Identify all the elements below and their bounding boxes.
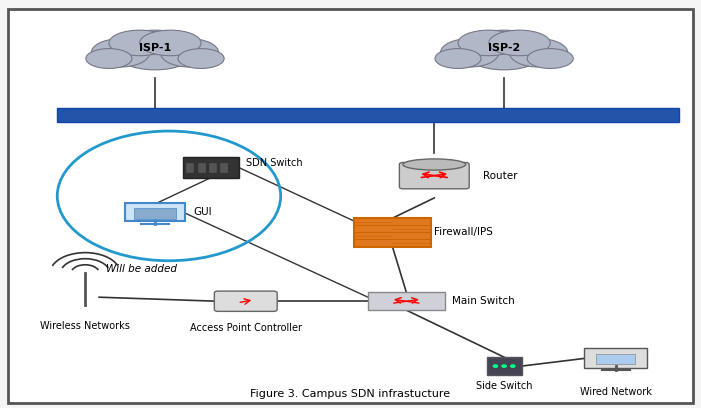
Ellipse shape [86, 49, 132, 69]
Text: Access Point Controller: Access Point Controller [190, 323, 301, 333]
FancyBboxPatch shape [134, 208, 176, 219]
Text: Main Switch: Main Switch [451, 296, 515, 306]
FancyBboxPatch shape [585, 348, 647, 368]
FancyBboxPatch shape [198, 164, 205, 172]
FancyBboxPatch shape [215, 291, 277, 311]
Text: Will be added: Will be added [106, 264, 177, 274]
Ellipse shape [403, 159, 465, 170]
Ellipse shape [178, 49, 224, 69]
Text: SDN Switch: SDN Switch [246, 158, 302, 169]
FancyBboxPatch shape [597, 354, 635, 364]
Ellipse shape [458, 30, 519, 55]
FancyBboxPatch shape [220, 164, 227, 172]
Text: Firewall/IPS: Firewall/IPS [435, 227, 494, 237]
Circle shape [502, 365, 506, 367]
Ellipse shape [462, 30, 546, 70]
FancyBboxPatch shape [125, 203, 185, 222]
FancyBboxPatch shape [186, 164, 193, 172]
Text: ISP-2: ISP-2 [488, 43, 520, 53]
Text: Wireless Networks: Wireless Networks [40, 321, 130, 330]
Ellipse shape [510, 39, 568, 67]
Polygon shape [368, 293, 444, 310]
Text: GUI: GUI [193, 207, 212, 217]
Ellipse shape [109, 30, 170, 55]
FancyBboxPatch shape [183, 157, 239, 177]
Text: Wired Network: Wired Network [580, 388, 652, 397]
Ellipse shape [161, 39, 219, 67]
FancyBboxPatch shape [486, 357, 522, 375]
FancyBboxPatch shape [57, 108, 679, 122]
FancyBboxPatch shape [209, 164, 216, 172]
Text: Figure 3. Campus SDN infrastucture: Figure 3. Campus SDN infrastucture [250, 388, 451, 399]
Circle shape [494, 365, 498, 367]
Ellipse shape [440, 39, 498, 67]
Text: Side Switch: Side Switch [476, 381, 532, 391]
Ellipse shape [489, 30, 550, 55]
Ellipse shape [435, 49, 481, 69]
Ellipse shape [91, 39, 149, 67]
Circle shape [511, 365, 515, 367]
Text: Router: Router [483, 171, 517, 181]
FancyBboxPatch shape [400, 162, 469, 189]
FancyBboxPatch shape [354, 218, 431, 246]
Ellipse shape [139, 30, 201, 55]
Ellipse shape [113, 30, 197, 70]
FancyBboxPatch shape [8, 9, 693, 403]
Text: ISP-1: ISP-1 [139, 43, 171, 53]
Ellipse shape [527, 49, 573, 69]
